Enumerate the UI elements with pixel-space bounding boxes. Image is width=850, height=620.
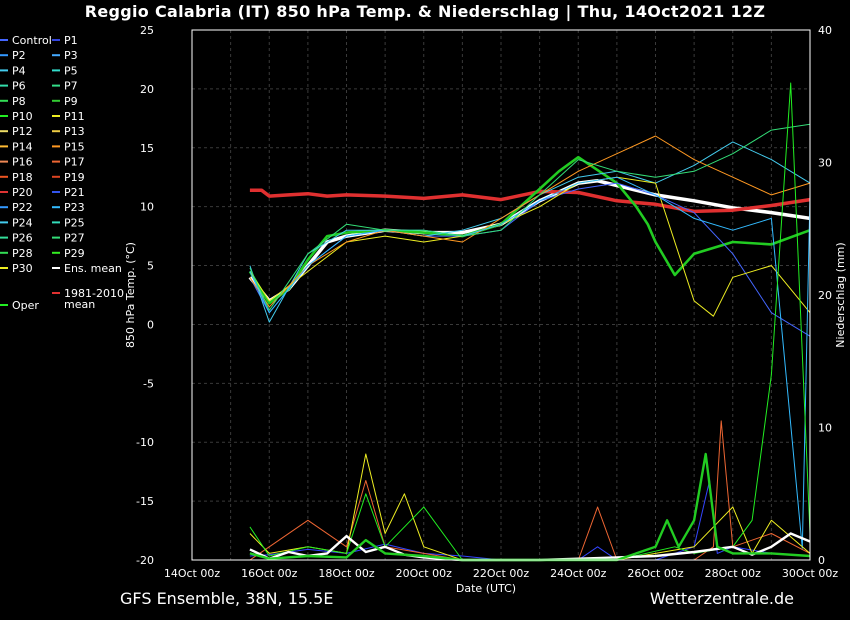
x-tick-label: 24Oct 00z — [550, 567, 607, 580]
y2-tick-label: 0 — [818, 554, 825, 567]
y-tick-label: 20 — [140, 83, 154, 96]
legend-label-p12: P12 — [12, 125, 33, 138]
legend-label-p26: P26 — [12, 232, 33, 245]
legend-label-p30: P30 — [12, 262, 33, 275]
legend-label-p11: P11 — [64, 110, 85, 123]
y2-axis-label: Niederschlag (mm) — [834, 242, 847, 347]
legend-label-p22: P22 — [12, 201, 33, 214]
y-tick-label: 15 — [140, 142, 154, 155]
series-p27 — [249, 123, 811, 311]
y-tick-label: 5 — [147, 260, 154, 273]
y-tick-label: -15 — [136, 495, 154, 508]
legend-label-p6: P6 — [12, 80, 26, 93]
y2-tick-label: 30 — [818, 157, 832, 170]
legend-label-1981-2010-mean: 1981-2010 mean — [64, 287, 124, 311]
x-tick-label: 18Oct 00z — [318, 567, 375, 580]
legend-label-p10: P10 — [12, 110, 33, 123]
legend-label-p19: P19 — [64, 171, 85, 184]
legend-label-p3: P3 — [64, 49, 78, 62]
legend: Control P1 P2 P3 P4 P5 P6 P7 P8 P9 P10 P11 P12 P13 P14… — [0, 34, 124, 312]
legend-label-p29: P29 — [64, 247, 85, 260]
y2-tick-label: 20 — [818, 289, 832, 302]
legend-label-p7: P7 — [64, 80, 78, 93]
series-p23 — [249, 176, 811, 549]
legend-label-p9: P9 — [64, 95, 78, 108]
legend-label-p24: P24 — [12, 216, 33, 229]
x-tick-label: 20Oct 00z — [396, 567, 453, 580]
y-tick-label: 25 — [140, 24, 154, 37]
legend-label-ens-mean: Ens. mean — [64, 262, 122, 275]
legend-label-p13: P13 — [64, 125, 85, 138]
legend-label-p15: P15 — [64, 140, 85, 153]
legend-label-p1: P1 — [64, 34, 78, 47]
series-p4 — [249, 141, 811, 323]
y-axis-label: 850 hPa Temp. (°C) — [124, 242, 137, 348]
legend-label-p18: P18 — [12, 171, 33, 184]
legend-label-control: Control — [12, 34, 52, 47]
series-1981-2010-mean — [249, 188, 811, 214]
series-p15 — [249, 135, 811, 308]
y-axis-left: 25 20 15 10 5 0 -5 -10 -15 -20 — [136, 24, 154, 567]
series-oper — [248, 155, 811, 305]
legend-label-p25: P25 — [64, 216, 85, 229]
x-tick-label: 14Oct 00z — [164, 567, 221, 580]
footer-model: GFS Ensemble, 38N, 15.5E — [120, 589, 334, 608]
x-tick-label: 26Oct 00z — [627, 567, 684, 580]
series-lines — [248, 82, 811, 562]
y-tick-label: 0 — [147, 318, 154, 331]
legend-label-p4: P4 — [12, 64, 26, 77]
y-tick-label: -5 — [143, 377, 154, 390]
legend-label-p17: P17 — [64, 156, 85, 169]
legend-label-p16: P16 — [12, 156, 33, 169]
legend-label-p27: P27 — [64, 232, 85, 245]
y-tick-label: -20 — [136, 554, 154, 567]
footer-site: Wetterzentrale.de — [649, 589, 794, 608]
legend-label-p20: P20 — [12, 186, 33, 199]
y-tick-label: -10 — [136, 436, 154, 449]
y2-tick-label: 10 — [818, 422, 832, 435]
y2-tick-label: 40 — [818, 24, 832, 37]
plot-frame — [191, 29, 811, 561]
legend-label-p14: P14 — [12, 140, 33, 153]
x-axis: 14Oct 00z 16Oct 00z 18Oct 00z 20Oct 00z 22Oc… — [164, 567, 839, 580]
chart-title: Reggio Calabria (IT) 850 hPa Temp. & Nie… — [84, 2, 766, 21]
legend-label-p23: P23 — [64, 201, 85, 214]
x-tick-label: 22Oct 00z — [473, 567, 530, 580]
x-tick-label: 28Oct 00z — [705, 567, 762, 580]
legend-label-p5: P5 — [64, 64, 78, 77]
series-p11 — [249, 176, 811, 317]
x-tick-label: 16Oct 00z — [241, 567, 298, 580]
y-axis-right: 40 30 20 10 0 — [818, 24, 832, 567]
legend-label-p2: P2 — [12, 49, 26, 62]
legend-label-p28: P28 — [12, 247, 33, 260]
series-p10-precip — [249, 82, 811, 561]
x-axis-label: Date (UTC) — [456, 582, 516, 595]
legend-label-oper: Oper — [12, 299, 39, 312]
legend-label-p21: P21 — [64, 186, 85, 199]
x-tick-label: 30Oct 00z — [782, 567, 839, 580]
y-tick-label: 10 — [140, 201, 154, 214]
legend-label-p8: P8 — [12, 95, 26, 108]
